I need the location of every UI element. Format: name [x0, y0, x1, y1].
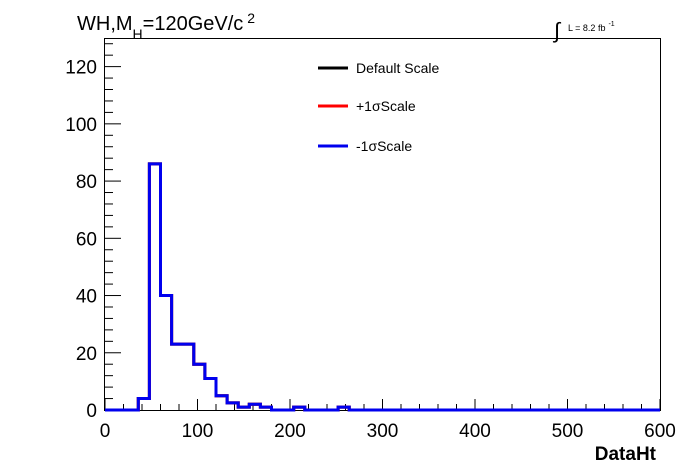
luminosity-text: L = 8.2 fb -1 [568, 21, 615, 33]
integral-symbol: ∫ [552, 18, 562, 43]
x-axis-title: DataHt [595, 444, 657, 465]
legend-label-minus-sigma: -1σScale [356, 138, 412, 154]
series-line-minus-sigma [105, 162, 660, 412]
data-series [105, 162, 660, 412]
legend-entry-minus-sigma: -1σScale [318, 138, 412, 154]
legend-label-default: Default Scale [356, 60, 439, 76]
y-tick-label: 20 [76, 344, 97, 365]
y-tick-label: 0 [86, 401, 97, 422]
luminosity-label: ∫ L = 8.2 fb -1 [552, 18, 615, 43]
x-tick-label: 600 [644, 421, 676, 442]
chart-title: WH,MH=120GeV/c 2 [77, 10, 255, 42]
y-tick-label: 40 [76, 287, 97, 308]
legend-label-plus-sigma: +1σScale [356, 98, 416, 114]
x-tick-label: 300 [367, 421, 399, 442]
legend: Default Scale +1σScale -1σScale [318, 60, 439, 154]
y-tick-label: 80 [76, 172, 97, 193]
y-tick-label: 120 [65, 58, 97, 79]
x-tick-label: 0 [100, 421, 111, 442]
y-tick-label: 60 [76, 229, 97, 250]
x-tick-label: 400 [459, 421, 491, 442]
x-tick-label: 500 [552, 421, 584, 442]
x-tick-label: 100 [182, 421, 214, 442]
legend-entry-default: Default Scale [318, 60, 439, 76]
x-tick-label: 200 [274, 421, 306, 442]
legend-entry-plus-sigma: +1σScale [318, 98, 416, 114]
y-tick-label: 100 [65, 115, 97, 136]
